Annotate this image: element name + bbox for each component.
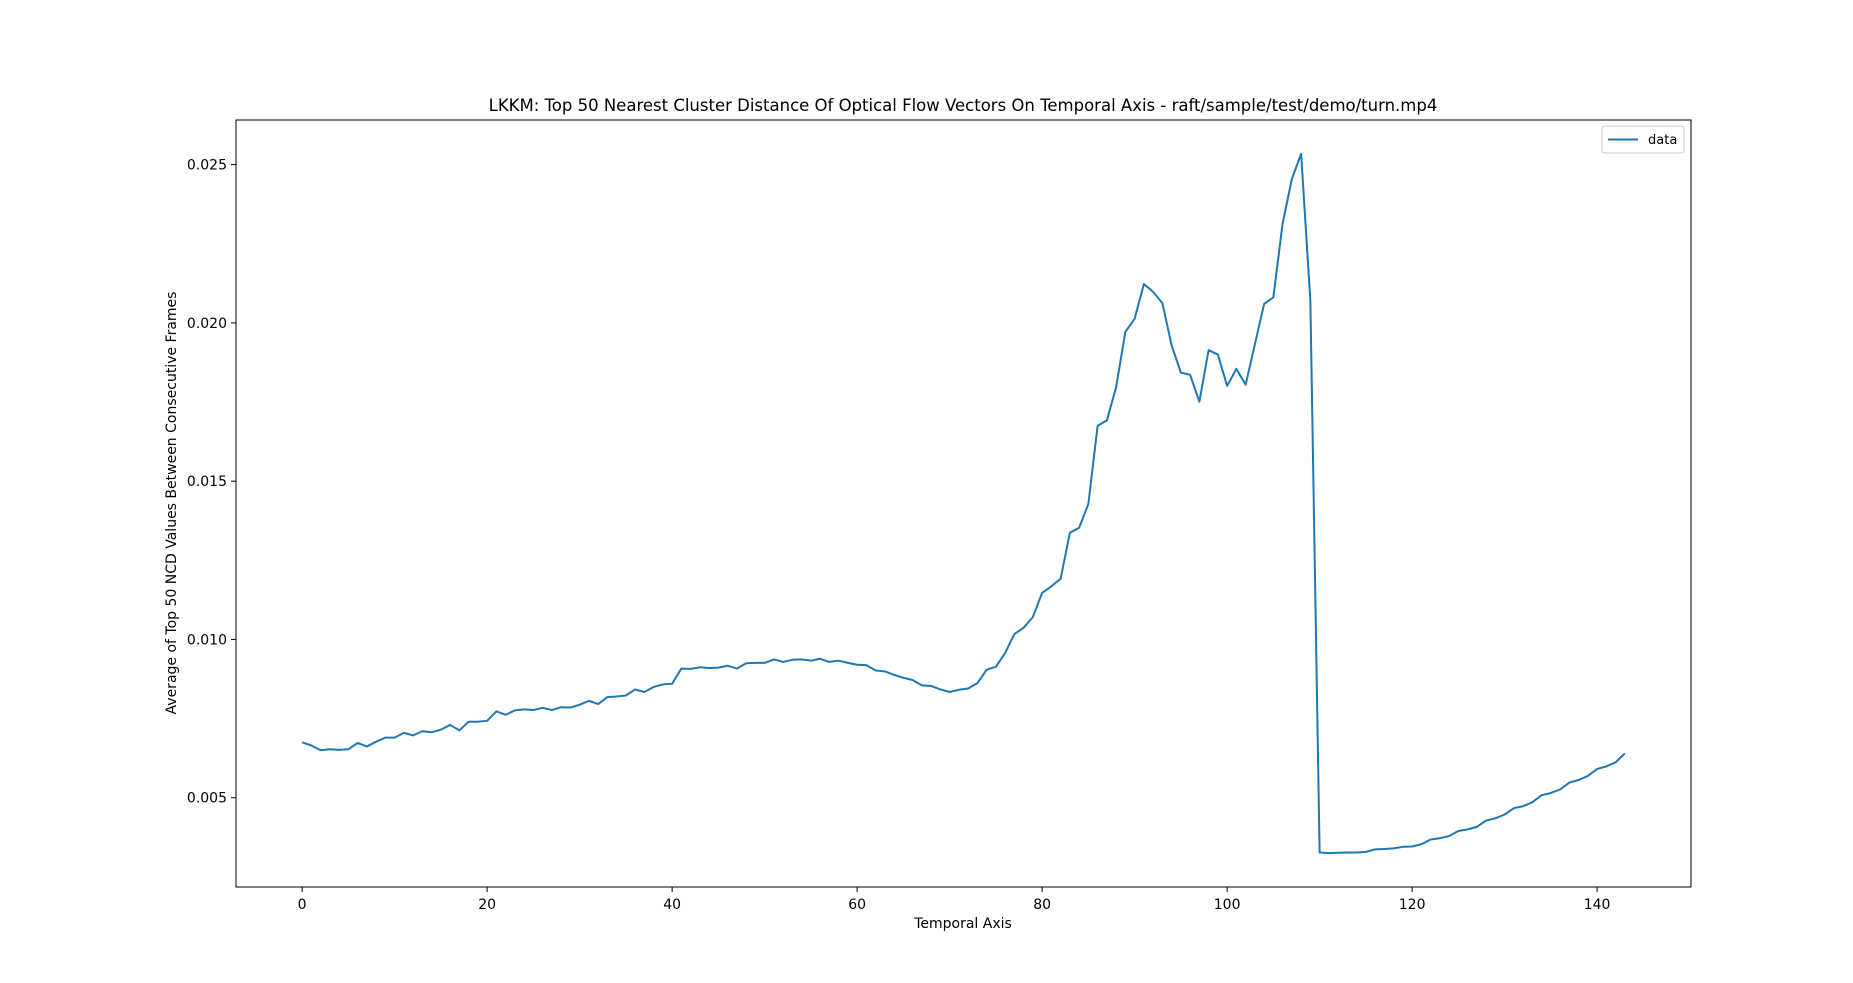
x-tick-label: 20 (478, 897, 496, 913)
series-line-data (301, 152, 1626, 855)
legend-label-data: data (1648, 133, 1677, 148)
x-tick-label: 60 (848, 897, 866, 913)
y-tick-label: 0.020 (187, 316, 227, 332)
x-tick-label: 0 (298, 897, 307, 913)
x-tick-label: 40 (663, 897, 681, 913)
y-tick-label: 0.025 (187, 158, 227, 174)
y-tick-label: 0.010 (187, 632, 227, 648)
x-tick-label: 100 (1214, 897, 1241, 913)
plot-frame (235, 119, 1692, 888)
series-layer (301, 152, 1626, 855)
y-tick-label: 0.005 (187, 791, 227, 807)
legend: data (1601, 125, 1685, 154)
x-tick-label: 140 (1584, 897, 1611, 913)
chart-title: LKKM: Top 50 Nearest Cluster Distance Of… (489, 96, 1438, 115)
x-axis-title: Temporal Axis (913, 916, 1012, 932)
x-tick-label: 120 (1399, 897, 1426, 913)
x-axis-ticks: 0 20 40 60 80 100 120 140 (298, 887, 1611, 913)
legend-box (1601, 125, 1685, 154)
y-axis-ticks: 0.005 0.010 0.015 0.020 0.025 (187, 158, 236, 807)
y-axis-title: Average of Top 50 NCD Values Between Con… (164, 292, 180, 715)
x-tick-label: 80 (1033, 897, 1051, 913)
y-tick-label: 0.015 (187, 474, 227, 490)
